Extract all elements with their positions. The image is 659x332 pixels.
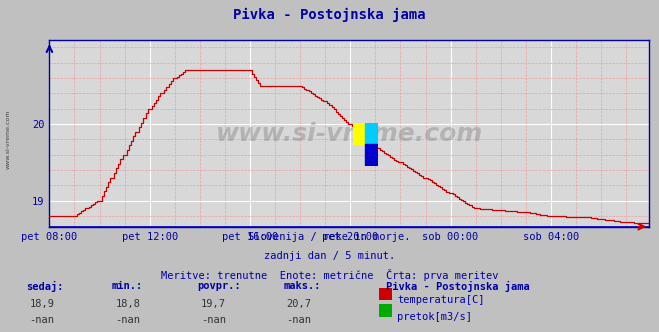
Text: 18,8: 18,8 [115, 299, 140, 309]
Text: -nan: -nan [201, 315, 226, 325]
Text: Pivka - Postojnska jama: Pivka - Postojnska jama [386, 281, 529, 291]
Text: 18,9: 18,9 [30, 299, 55, 309]
Text: sedaj:: sedaj: [26, 281, 64, 291]
Text: www.si-vreme.com: www.si-vreme.com [5, 110, 11, 169]
Bar [365, 144, 378, 166]
Text: 19,7: 19,7 [201, 299, 226, 309]
Text: zadnji dan / 5 minut.: zadnji dan / 5 minut. [264, 251, 395, 261]
Text: pretok[m3/s]: pretok[m3/s] [397, 312, 473, 322]
Text: 20,7: 20,7 [287, 299, 312, 309]
Text: Pivka - Postojnska jama: Pivka - Postojnska jama [233, 8, 426, 23]
Text: www.si-vreme.com: www.si-vreme.com [215, 122, 483, 146]
Bar [353, 123, 365, 144]
Text: maks.:: maks.: [283, 281, 321, 290]
Text: Slovenija / reke in morje.: Slovenija / reke in morje. [248, 232, 411, 242]
Text: -nan: -nan [30, 315, 55, 325]
Text: Meritve: trenutne  Enote: metrične  Črta: prva meritev: Meritve: trenutne Enote: metrične Črta: … [161, 269, 498, 281]
Text: -nan: -nan [287, 315, 312, 325]
Bar [365, 123, 378, 144]
Text: -nan: -nan [115, 315, 140, 325]
Text: povpr.:: povpr.: [198, 281, 241, 290]
Text: min.:: min.: [112, 281, 143, 290]
Text: temperatura[C]: temperatura[C] [397, 295, 485, 305]
